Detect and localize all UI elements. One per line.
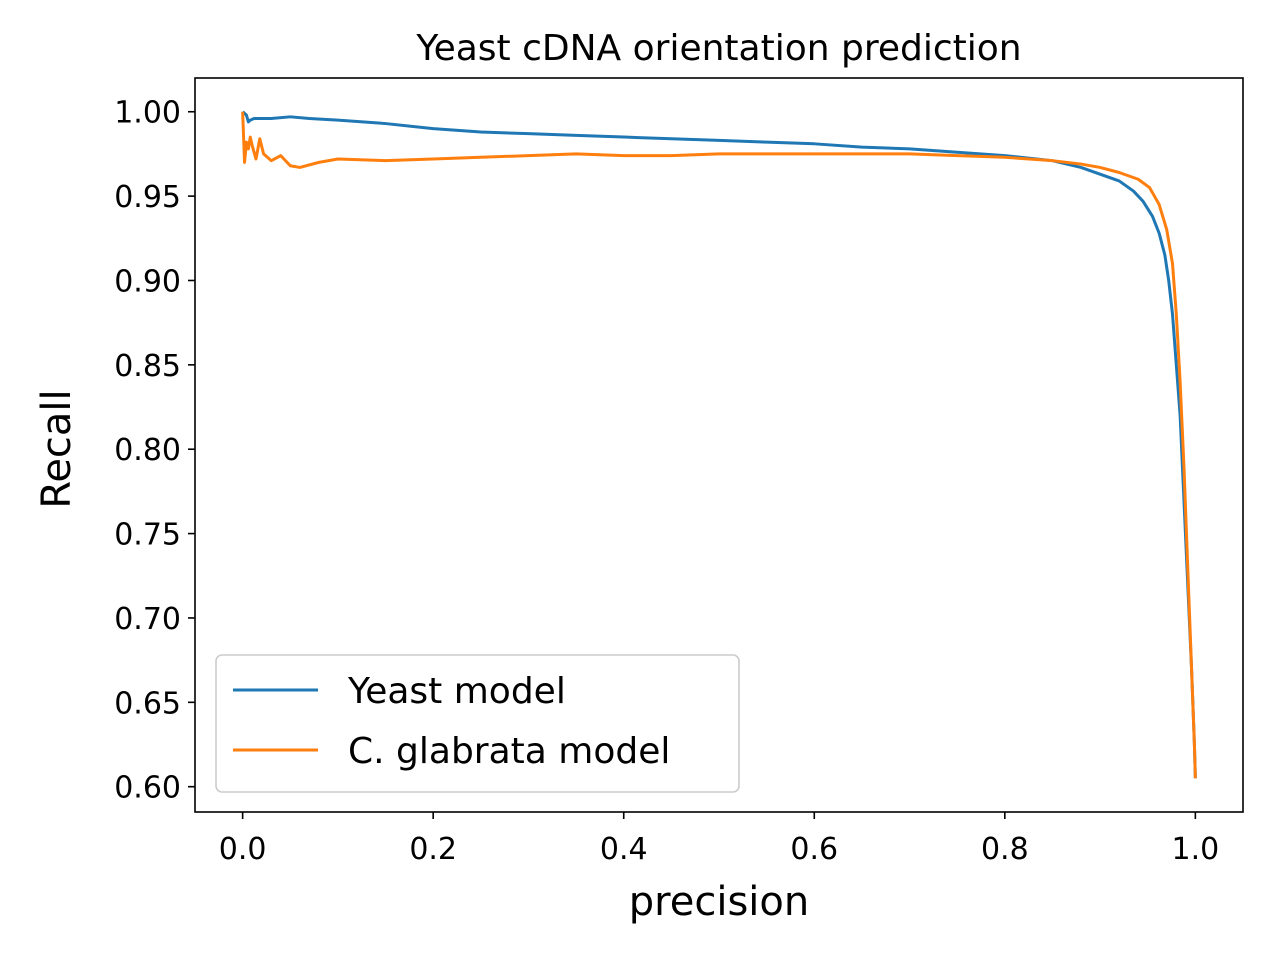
y-axis-title: Recall bbox=[34, 389, 80, 508]
y-tick-label: 0.85 bbox=[114, 349, 181, 384]
y-tick-label: 0.95 bbox=[114, 180, 181, 215]
legend-label-yeast-model: Yeast model bbox=[347, 671, 566, 712]
legend-box bbox=[215, 654, 740, 793]
x-tick-label: 0.8 bbox=[981, 832, 1029, 867]
y-tick-label: 0.80 bbox=[114, 433, 181, 468]
y-tick-label: 0.75 bbox=[114, 518, 181, 553]
series-line-c-glabrata-model bbox=[241, 111, 1197, 779]
legend: Yeast model C. glabrata model bbox=[215, 654, 740, 793]
x-tick-label: 0.6 bbox=[790, 832, 838, 867]
plot-area bbox=[194, 77, 1244, 813]
y-tick-label: 1.00 bbox=[114, 96, 181, 131]
x-tick-label: 0.2 bbox=[409, 832, 457, 867]
x-tick-label: 0.4 bbox=[600, 832, 648, 867]
series-line-yeast-model bbox=[241, 110, 1197, 779]
x-tick-label: 1.0 bbox=[1172, 832, 1220, 867]
y-axis-ticks: 0.60 0.65 0.70 0.75 0.80 0.85 0.90 0.95 1.00 bbox=[114, 96, 195, 806]
y-tick-label: 0.70 bbox=[114, 602, 181, 637]
x-tick-label: 0.0 bbox=[219, 832, 267, 867]
chart-title: Yeast cDNA orientation prediction bbox=[415, 28, 1021, 69]
y-tick-label: 0.90 bbox=[114, 264, 181, 299]
y-tick-label: 0.65 bbox=[114, 686, 181, 721]
plot-frame bbox=[194, 77, 1244, 813]
legend-label-c-glabrata-model: C. glabrata model bbox=[348, 731, 670, 772]
series-layer bbox=[241, 110, 1197, 779]
y-tick-label: 0.60 bbox=[114, 771, 181, 806]
x-axis-title: precision bbox=[629, 879, 809, 925]
x-axis-ticks: 0.0 0.2 0.4 0.6 0.8 1.0 bbox=[219, 812, 1219, 867]
